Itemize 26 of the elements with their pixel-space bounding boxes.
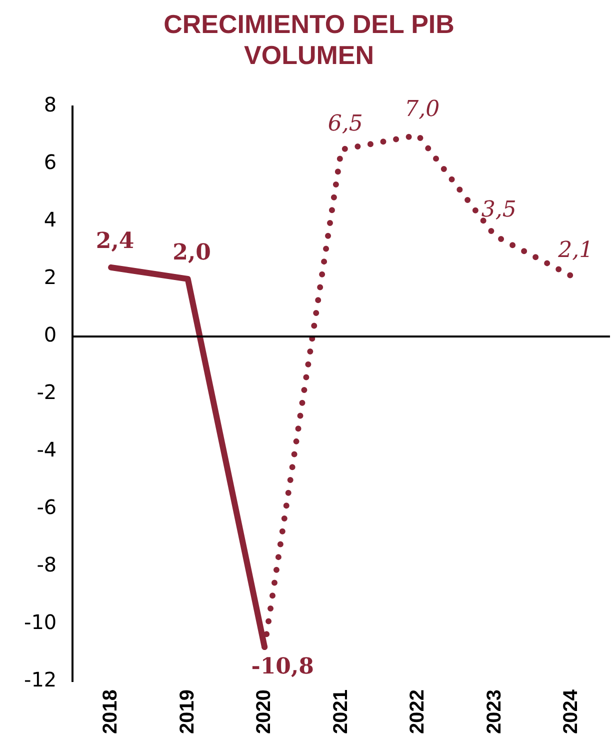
y-tick-label: 8 (44, 92, 57, 117)
x-tick-label: 2022 (406, 690, 429, 734)
y-tick-label: -8 (36, 552, 57, 577)
x-tick-label: 2018 (100, 690, 122, 734)
y-tick-label: -6 (36, 495, 57, 520)
data-label: 7,0 (404, 96, 440, 122)
x-tick-label: 2021 (330, 690, 352, 734)
y-tick-label: -12 (24, 668, 57, 692)
data-label: 2,1 (557, 238, 594, 263)
chart-title: CRECIMIENTO DEL PIB VOLUMEN (164, 8, 454, 70)
x-tick-label: 2024 (560, 688, 582, 734)
data-label: -10,8 (251, 654, 314, 680)
data-label: 6,5 (328, 111, 363, 136)
data-label: 2,4 (96, 228, 134, 254)
y-tick-label: 2 (44, 265, 57, 290)
y-tick-label: 6 (44, 150, 57, 174)
data-label: 3,5 (481, 198, 516, 223)
y-tick-label: -10 (24, 610, 57, 634)
x-tick-label: 2019 (176, 690, 198, 734)
y-tick-label: -2 (36, 380, 57, 404)
x-tick-label: 2023 (483, 690, 506, 734)
data-label: 2,0 (172, 240, 211, 266)
y-tick-label: -4 (36, 438, 57, 462)
y-tick-label: 4 (44, 208, 57, 232)
y-tick-label: 0 (44, 322, 57, 347)
x-tick-label: 2020 (253, 690, 276, 734)
